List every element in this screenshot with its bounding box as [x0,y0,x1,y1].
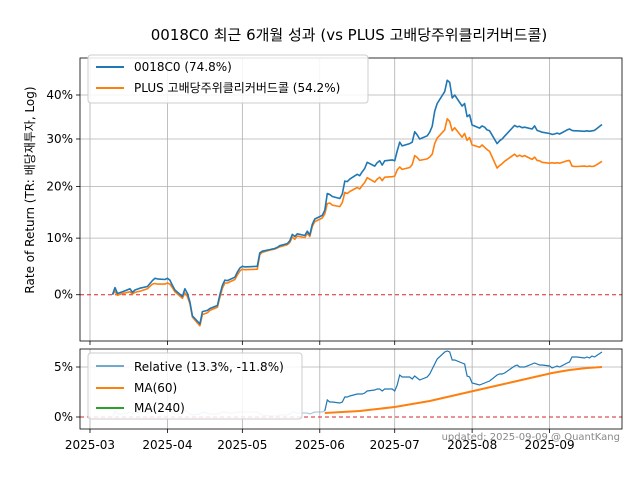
top-y-tick-label: 20% [46,179,73,193]
bottom-axes-frame [79,348,623,430]
x-tick-label: 2025-08 [447,438,497,452]
top-grid [80,58,622,341]
x-tick-label: 2025-03 [65,438,115,452]
x-tick-label: 2025-05 [217,438,267,452]
bottom-y-tick-label: 0% [54,410,73,424]
x-tick-label: 2025-09 [524,438,574,452]
top-y-tick-label: 40% [46,88,73,102]
x-tick-label: 2025-07 [370,438,420,452]
top-y-tick-label: 0% [54,288,73,302]
legend-label-series-2: PLUS 고배당주위클리커버드콜 (54.2%) [134,81,340,95]
top-legend-box [87,54,369,104]
top-series-group [80,79,622,327]
legend-label-series-1: 0018C0 (74.8%) [134,60,232,74]
bottom-y-tick-label: 5% [54,360,73,374]
chart-title: 0018C0 최근 6개월 성과 (vs PLUS 고배당주위클리커버드콜) [151,26,548,44]
top-series-line-1 [111,79,603,325]
bottom-y-ticks: 0% 5% [54,360,80,424]
top-y-tick-label: 10% [46,231,73,245]
legend-label-relative: Relative (13.3%, -11.8%) [134,360,284,374]
ma60-line [324,366,603,414]
top-legend: 0018C0 (74.8%) PLUS 고배당주위클리커버드콜 (54.2%) [87,54,369,104]
bottom-legend-box [87,352,303,420]
y-axis-label: Rate of Return (TR: 배당재투자, Log) [23,86,37,293]
relative-line [324,350,603,412]
updated-footer: updated: 2025-09-09 @ QuantKang [442,432,620,443]
top-y-tick-label: 30% [46,132,73,146]
bottom-legend: Relative (13.3%, -11.8%) MA(60) MA(240) [87,352,303,420]
x-axis-ticks: 2025-03 2025-04 2025-05 2025-06 2025-07 2025-… [65,341,575,452]
top-y-ticks: 0% 10% 20% 30% 40% [46,88,80,302]
x-tick-label: 2025-04 [142,438,192,452]
legend-label-ma240: MA(240) [134,401,185,415]
x-tick-label: 2025-06 [295,438,345,452]
legend-label-ma60: MA(60) [134,381,177,395]
